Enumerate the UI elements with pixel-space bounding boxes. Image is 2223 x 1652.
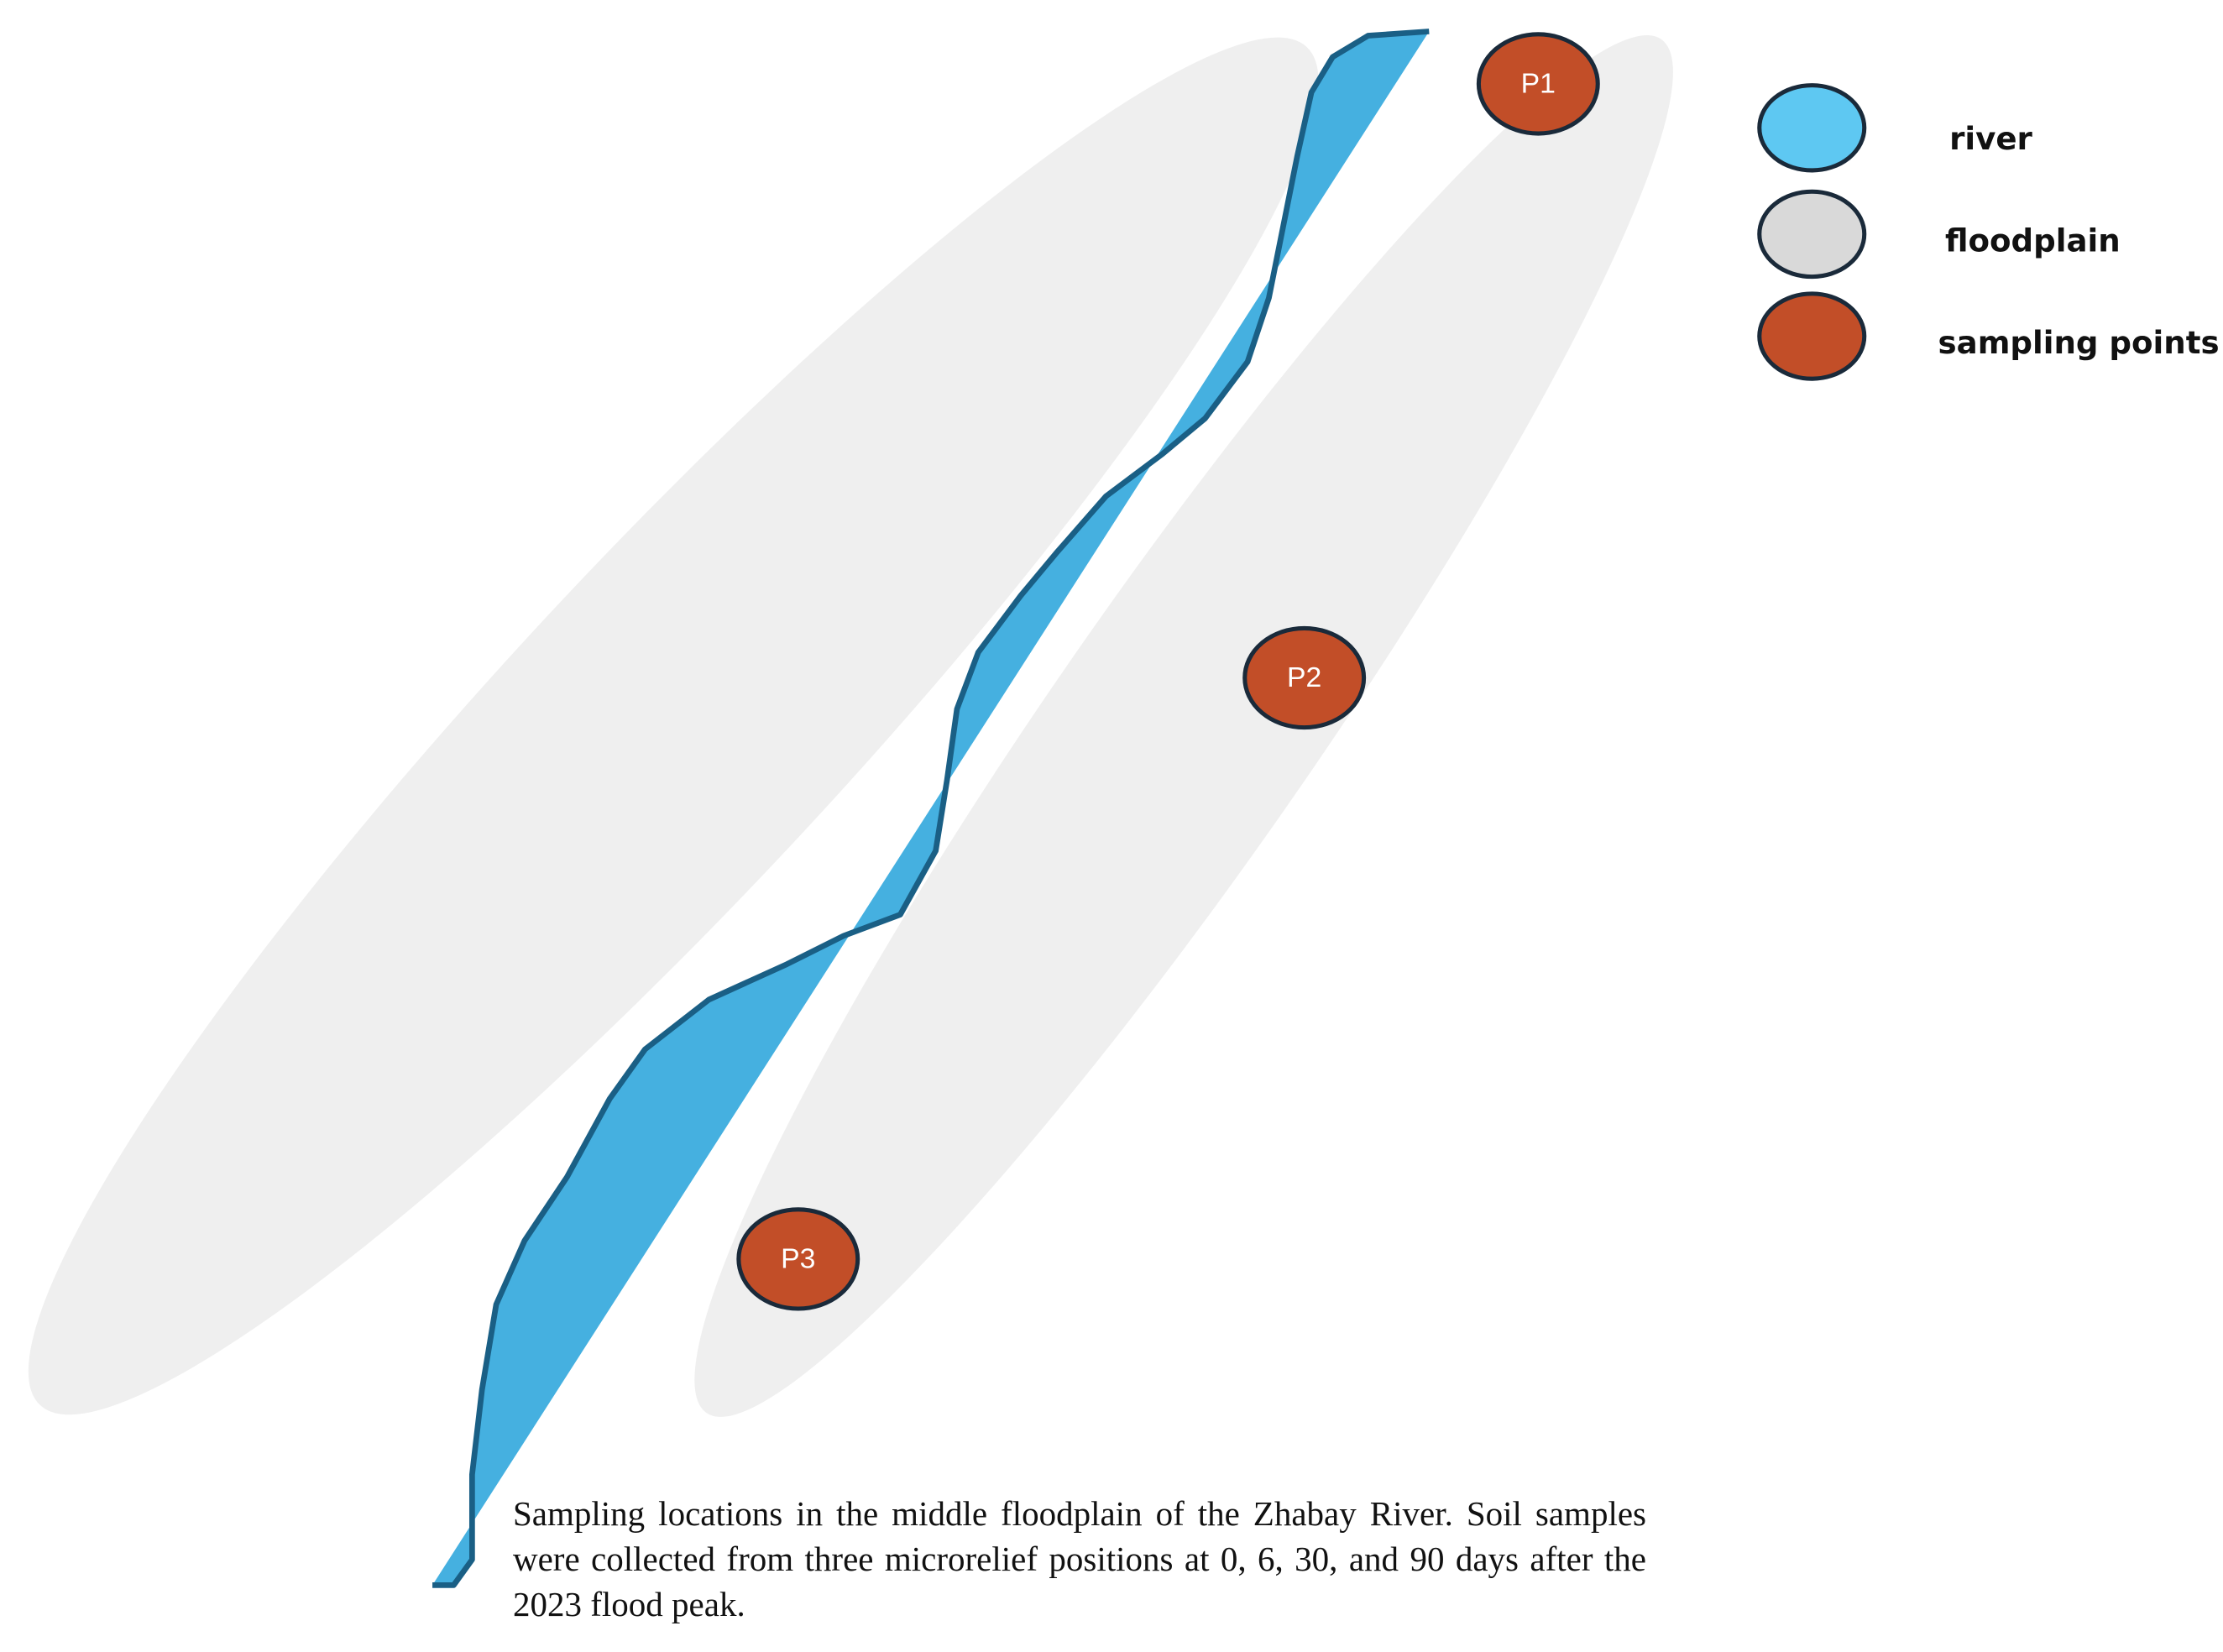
legend-label: floodplain [1945, 223, 2121, 259]
point-marker [1476, 32, 1600, 136]
legend-swatch [1757, 189, 1867, 280]
river-bank [432, 29, 1430, 1588]
point-label: P1 [1521, 68, 1556, 100]
legend-swatch [1757, 83, 1867, 173]
sampling-point: P3 [736, 1207, 860, 1311]
point-marker [736, 1207, 860, 1311]
point-label: P2 [1287, 661, 1321, 693]
floodplain-left [28, 37, 1319, 1415]
caption: Sampling locations in the middle floodpl… [513, 1494, 1646, 1623]
sampling-point: P1 [1476, 32, 1600, 136]
floodplain-right [694, 34, 1673, 1417]
legend-label: sampling points [1938, 325, 2220, 361]
legend: river floodplain sampling points [1757, 83, 2220, 381]
sampling-point: P2 [1242, 625, 1367, 730]
legend-label: river [1949, 121, 2032, 157]
river [432, 31, 1430, 1586]
point-marker [1242, 625, 1367, 730]
legend-swatch [1757, 291, 1867, 381]
point-label: P3 [781, 1243, 815, 1275]
